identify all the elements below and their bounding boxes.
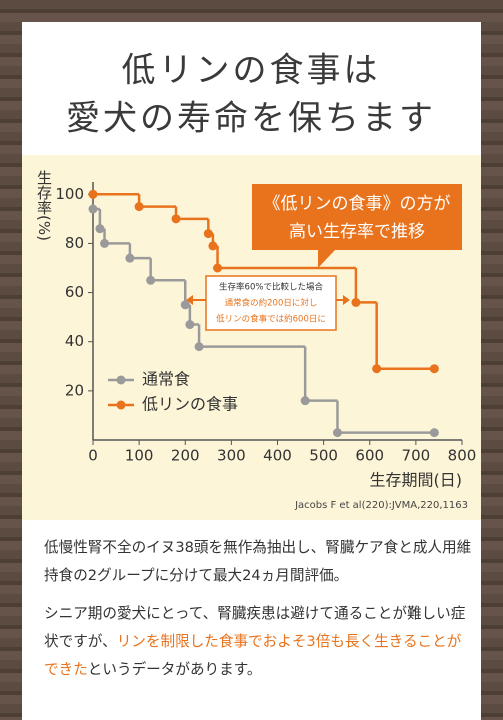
- point: [372, 364, 382, 374]
- point: [88, 189, 98, 199]
- legend-label: 低リンの食事: [142, 395, 238, 414]
- point: [95, 224, 105, 234]
- annotation-box: [205, 275, 337, 331]
- point: [100, 238, 110, 248]
- annotation-text: 通常食の約200日に対し: [225, 298, 318, 309]
- point: [134, 202, 144, 212]
- y-tick-label: 20: [65, 381, 84, 399]
- point: [171, 214, 181, 224]
- title-line: 低リンの食事は: [122, 51, 381, 91]
- paragraph: 低慢性腎不全のイヌ38頭を無作為抽出し、腎臓ケア食と成人用維持食の2グループに分…: [44, 534, 472, 590]
- x-tick-label: 400: [263, 447, 292, 465]
- x-tick-label: 800: [448, 447, 477, 465]
- x-tick-label: 0: [88, 447, 98, 465]
- point: [332, 428, 342, 438]
- x-tick-label: 300: [217, 447, 246, 465]
- point: [429, 364, 439, 374]
- point: [203, 229, 213, 239]
- y-tick-label: 60: [65, 283, 84, 301]
- legend-marker: [116, 375, 126, 385]
- x-tick-label: 600: [355, 447, 384, 465]
- point: [146, 275, 156, 285]
- point: [213, 263, 223, 273]
- x-tick-label: 200: [171, 447, 200, 465]
- source: Jacobs F et al(220):JVMA,220,1163: [294, 500, 468, 511]
- title-line: 愛犬の寿命を保ちます: [66, 99, 436, 139]
- callout-text: 高い生存率で推移: [289, 222, 425, 242]
- highlight-text: リンを制限した食事でおよそ3倍も長く生きることができた: [44, 633, 462, 678]
- point: [194, 342, 204, 352]
- point: [208, 241, 218, 251]
- point: [351, 297, 361, 307]
- legend-marker: [116, 400, 126, 410]
- x-tick-label: 700: [402, 447, 431, 465]
- y-tick-label: 40: [65, 332, 84, 350]
- point: [300, 396, 310, 406]
- text: というデータがあります。: [87, 661, 262, 678]
- y-axis-label: 生存率(%): [35, 170, 53, 241]
- callout-box: [252, 184, 462, 268]
- y-tick-label: 80: [65, 234, 84, 252]
- annotation-text: 生存率60%で比較した場合: [219, 282, 323, 293]
- callout: 《低リンの食事》の方が 高い生存率で推移: [252, 184, 462, 268]
- paragraph: シニア期の愛犬にとって、腎臓疾患は避けて通ることが難しい症状ですが、リンを制限し…: [44, 600, 472, 684]
- text: シニア期の愛犬にとって、腎臓疾患は避けて通ることが難しい症状ですが、: [44, 605, 466, 650]
- text: 低慢性腎不全のイヌ38頭を無作為抽出し、腎臓ケア食と成人用維持食の2グループに分…: [44, 539, 472, 584]
- legend-label: 通常食: [142, 370, 190, 389]
- point: [125, 253, 135, 263]
- x-tick-label: 100: [125, 447, 154, 465]
- point: [180, 300, 190, 310]
- point: [88, 204, 98, 214]
- x-axis-label: 生存期間(日): [370, 471, 463, 490]
- point: [429, 428, 439, 438]
- x-tick-label: 500: [309, 447, 338, 465]
- callout-text: 《低リンの食事》の方が: [264, 194, 451, 214]
- annotation-text: 低リンの食事では約600日に: [216, 314, 326, 325]
- y-tick-label: 100: [55, 185, 84, 203]
- annotation: 生存率60%で比較した場合 通常食の約200日に対し 低リンの食事では約600日…: [186, 275, 350, 331]
- point: [185, 320, 195, 330]
